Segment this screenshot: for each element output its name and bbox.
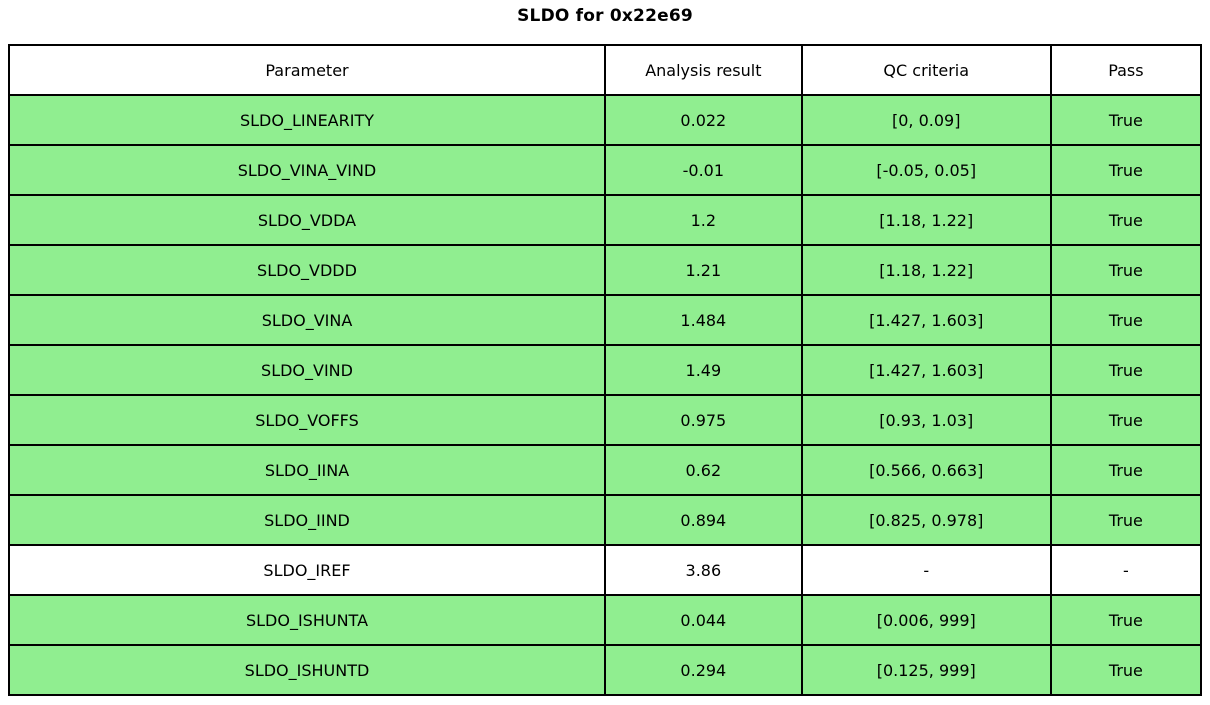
cell-pass: -: [1050, 545, 1201, 595]
cell-qc-criteria: -: [801, 545, 1051, 595]
cell-analysis-result: 1.484: [605, 295, 802, 345]
column-header-pass: Pass: [1050, 45, 1201, 95]
cell-pass: True: [1050, 195, 1201, 245]
cell-qc-criteria: [1.18, 1.22]: [801, 245, 1051, 295]
cell-qc-criteria: [1.427, 1.603]: [801, 295, 1051, 345]
cell-parameter: SLDO_LINEARITY: [9, 95, 605, 145]
cell-parameter: SLDO_VIND: [9, 345, 605, 395]
cell-pass: True: [1050, 445, 1201, 495]
table-row: SLDO_VDDA 1.2 [1.18, 1.22] True: [9, 195, 1201, 245]
cell-pass: True: [1050, 245, 1201, 295]
cell-parameter: SLDO_VINA: [9, 295, 605, 345]
cell-analysis-result: 1.49: [605, 345, 802, 395]
cell-parameter: SLDO_ISHUNTA: [9, 595, 605, 645]
cell-analysis-result: 0.894: [605, 495, 802, 545]
table-row: SLDO_IREF 3.86- -: [9, 545, 1201, 595]
cell-analysis-result: 0.294: [605, 645, 802, 695]
cell-qc-criteria: [0.006, 999]: [801, 595, 1051, 645]
cell-analysis-result: 0.975: [605, 395, 802, 445]
cell-parameter: SLDO_VDDA: [9, 195, 605, 245]
cell-analysis-result: 0.62: [605, 445, 802, 495]
cell-pass: True: [1050, 495, 1201, 545]
table-row: SLDO_VINA 1.484 [1.427, 1.603] True: [9, 295, 1201, 345]
table-row: SLDO_IIND 0.894 [0.825, 0.978] True: [9, 495, 1201, 545]
cell-analysis-result: 0.022: [605, 95, 802, 145]
cell-qc-criteria: [1.427, 1.603]: [801, 345, 1051, 395]
column-header-analysis-result: Analysis result: [605, 45, 802, 95]
table-row: SLDO_VOFFS 0.975 [0.93, 1.03] True: [9, 395, 1201, 445]
header-row: Parameter Analysis result QC criteria Pa…: [9, 45, 1201, 95]
column-header-parameter: Parameter: [9, 45, 605, 95]
cell-analysis-result: 1.2: [605, 195, 802, 245]
cell-qc-criteria: [0, 0.09]: [801, 95, 1051, 145]
cell-qc-criteria: [0.125, 999]: [801, 645, 1051, 695]
cell-parameter: SLDO_IINA: [9, 445, 605, 495]
table-row: SLDO_VIND 1.49 [1.427, 1.603] True: [9, 345, 1201, 395]
cell-pass: True: [1050, 295, 1201, 345]
cell-parameter: SLDO_ISHUNTD: [9, 645, 605, 695]
cell-analysis-result: 0.044: [605, 595, 802, 645]
cell-qc-criteria: [0.93, 1.03]: [801, 395, 1051, 445]
cell-analysis-result: 1.21: [605, 245, 802, 295]
cell-pass: True: [1050, 95, 1201, 145]
cell-qc-criteria: [-0.05, 0.05]: [801, 145, 1051, 195]
cell-pass: True: [1050, 395, 1201, 445]
column-header-qc-criteria: QC criteria: [801, 45, 1051, 95]
figure-title: SLDO for 0x22e69: [517, 6, 693, 26]
table-row: SLDO_ISHUNTD 0.294 [0.125, 999] True: [9, 645, 1201, 695]
table-row: SLDO_IINA 0.62 [0.566, 0.663] True: [9, 445, 1201, 495]
table-row: SLDO_ISHUNTA 0.044 [0.006, 999] True: [9, 595, 1201, 645]
cell-qc-criteria: [0.566, 0.663]: [801, 445, 1051, 495]
cell-analysis-result: 3.86: [605, 545, 802, 595]
cell-parameter: SLDO_VDDD: [9, 245, 605, 295]
cell-parameter: SLDO_IREF: [9, 545, 605, 595]
qc-results-table: Parameter Analysis result QC criteria Pa…: [8, 44, 1202, 696]
cell-parameter: SLDO_VINA_VIND: [9, 145, 605, 195]
table-row: SLDO_LINEARITY 0.022 [0, 0.09] True: [9, 95, 1201, 145]
cell-pass: True: [1050, 345, 1201, 395]
cell-pass: True: [1050, 595, 1201, 645]
cell-qc-criteria: [0.825, 0.978]: [801, 495, 1051, 545]
table-row: SLDO_VDDD 1.21 [1.18, 1.22] True: [9, 245, 1201, 295]
table-row: SLDO_VINA_VIND -0.01 [-0.05, 0.05] True: [9, 145, 1201, 195]
cell-analysis-result: -0.01: [605, 145, 802, 195]
cell-qc-criteria: [1.18, 1.22]: [801, 195, 1051, 245]
cell-parameter: SLDO_VOFFS: [9, 395, 605, 445]
cell-pass: True: [1050, 145, 1201, 195]
cell-pass: True: [1050, 645, 1201, 695]
cell-parameter: SLDO_IIND: [9, 495, 605, 545]
